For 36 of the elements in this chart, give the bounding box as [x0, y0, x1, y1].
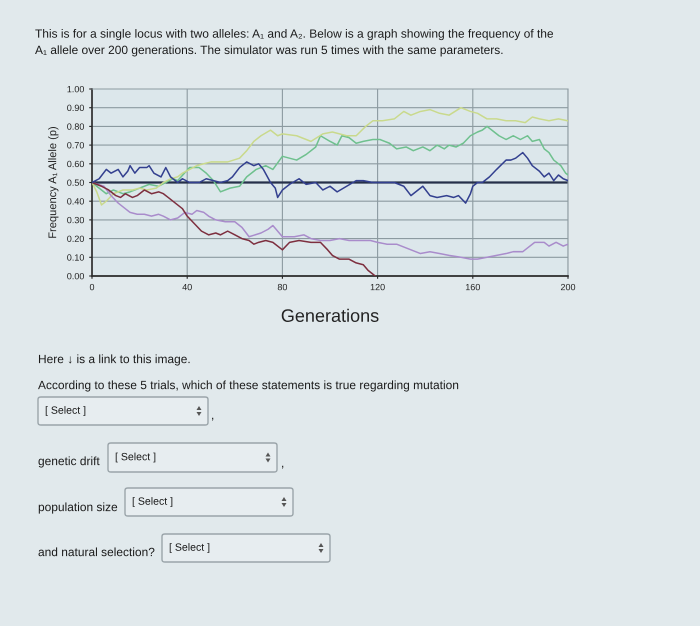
- y-tick-label: 0.70: [67, 142, 84, 148]
- y-tick-label: 0.90: [67, 104, 84, 112]
- y-axis-title: Frequency A₁ Allele (p): [48, 126, 58, 238]
- text: [ Select ]: [46, 406, 86, 416]
- text: [ Select ]: [170, 543, 210, 553]
- x-tick-label: 0: [90, 284, 94, 290]
- x-tick-label: 80: [278, 284, 288, 290]
- line-series: [92, 126, 568, 194]
- text: genetic drift: [38, 456, 100, 468]
- text: According to these 5 trials, which of these statements is true regarding mutation: [38, 380, 458, 392]
- x-tick-label: 200: [560, 284, 576, 290]
- y-tick-label: 1.00: [67, 86, 84, 92]
- x-tick-label: 120: [370, 284, 385, 290]
- x-tick-label: 40: [182, 284, 192, 290]
- line-series: [92, 182, 376, 276]
- y-tick-label: 0.80: [67, 123, 84, 130]
- y-tick-label: 0.10: [67, 254, 84, 261]
- text: population size: [38, 502, 118, 514]
- line-series: [92, 106, 568, 206]
- y-tick-label: 0.30: [67, 216, 84, 224]
- x-axis-title: Generations: [282, 308, 379, 322]
- line-series: [92, 152, 568, 204]
- text: ,: [282, 466, 284, 469]
- chart-title: This is for a single locus with two alleles: A₁ and A₂. Below is a graph showing the frequency of the A₁ allele over 200 generations. The simulator was run 5 times with the same parameters.: [35, 29, 554, 56]
- y-tick-label: 0.00: [67, 272, 84, 280]
- y-tick-label: 0.60: [67, 160, 84, 168]
- y-tick-label: 0.40: [67, 198, 84, 205]
- y-tick-label: 0.50: [67, 179, 84, 186]
- text: [ Select ]: [132, 497, 172, 507]
- x-tick-label: 160: [466, 284, 480, 290]
- text: Here ↓ is a link to this image.: [38, 354, 190, 366]
- y-tick-label: 0.20: [67, 236, 84, 242]
- text: ,: [212, 418, 214, 421]
- line-series: [92, 182, 568, 260]
- text: [ Select ]: [116, 452, 156, 462]
- text: and natural selection?: [38, 547, 154, 556]
